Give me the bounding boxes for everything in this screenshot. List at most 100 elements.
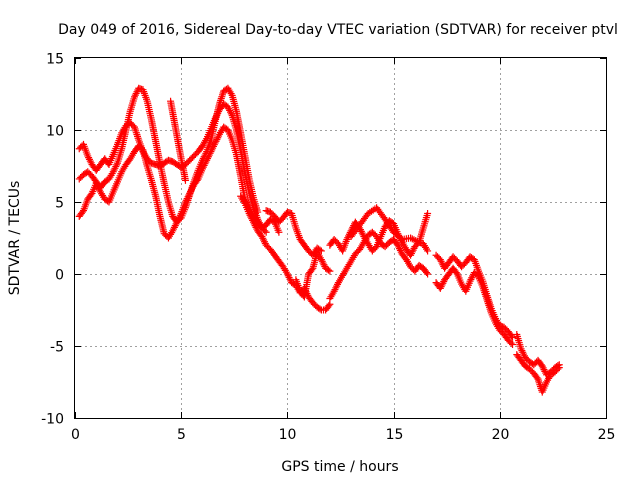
data-point [183,195,191,203]
data-point [539,364,547,372]
data-point [254,208,262,216]
data-point [249,218,257,226]
data-point [225,105,233,113]
x-tick-label: 5 [177,427,186,443]
data-point [199,163,207,171]
data-point [424,210,432,218]
data-point [207,148,215,156]
x-tick-label: 20 [492,427,510,443]
data-point [132,89,140,97]
data-point [286,275,294,283]
data-point [96,186,104,194]
series-track-f [262,207,325,259]
data-point [224,103,232,111]
data-point [174,216,182,224]
data-point [439,279,447,287]
data-point [436,256,444,264]
data-point [423,269,431,277]
data-point [533,374,541,382]
data-point [408,248,416,256]
data-point [245,210,253,218]
data-point [317,247,325,255]
data-point [424,270,432,278]
data-point [555,364,563,372]
series-track-j [347,204,432,246]
data-point [408,235,416,243]
data-point [181,176,189,184]
y-axis-label: SDTVAR / TECUs [7,181,23,296]
data-point [436,284,444,292]
series-track-d [167,97,189,184]
chart-title: Day 049 of 2016, Sidereal Day-to-day VTE… [58,22,618,38]
data-point [357,227,365,235]
data-point [395,243,403,251]
data-point [212,137,220,145]
data-point [517,345,525,353]
data-point [424,247,432,255]
series-track-b [75,84,262,226]
data-point [187,186,195,194]
data-point [200,161,208,169]
data-point [186,189,194,197]
data-point [250,220,258,228]
data-point [210,141,218,149]
data-point [316,305,324,313]
y-tick-label: -5 [50,340,64,356]
data-point [275,228,283,236]
data-point [396,245,404,253]
data-point [554,365,562,373]
data-point [466,277,474,285]
series-track-m [513,330,563,379]
data-point [182,196,190,204]
data-point [131,91,139,99]
data-point [407,234,415,242]
data-point [249,216,257,224]
data-point [110,166,118,174]
data-point [320,261,328,269]
y-tick-label: 5 [55,196,64,212]
data-point [130,93,138,101]
data-point [252,223,260,231]
data-point [343,235,351,243]
data-point [204,153,212,161]
data-point [358,229,366,237]
data-point [251,222,259,230]
data-point [509,341,517,349]
data-point [133,88,141,96]
data-points [75,84,563,396]
data-point [507,332,515,340]
data-point [248,215,256,223]
x-tick-label: 25 [598,427,616,443]
data-point [226,108,234,116]
data-point [437,257,445,265]
data-point [344,234,352,242]
x-tick-label: 10 [279,427,297,443]
data-point [176,211,184,219]
data-point [258,233,266,241]
data-point [247,213,255,221]
data-point [205,151,213,159]
data-point [260,238,268,246]
data-point [507,339,515,347]
data-point [95,184,103,192]
data-point [202,158,210,166]
data-point [187,188,195,196]
data-point [246,211,254,219]
data-point [184,193,192,201]
data-point [318,257,326,265]
data-point [226,106,234,114]
x-tick-label: 15 [386,427,404,443]
data-point [331,286,339,294]
series-track-k [432,251,517,341]
data-point [260,236,268,244]
data-point [84,152,92,160]
data-point [409,246,417,254]
data-point [201,160,209,168]
y-tick-label: 0 [55,268,64,284]
series-track-i [326,228,432,302]
data-point [396,246,404,254]
data-point [407,251,415,259]
data-point [171,222,179,230]
data-point [509,333,517,341]
data-point [112,163,120,171]
